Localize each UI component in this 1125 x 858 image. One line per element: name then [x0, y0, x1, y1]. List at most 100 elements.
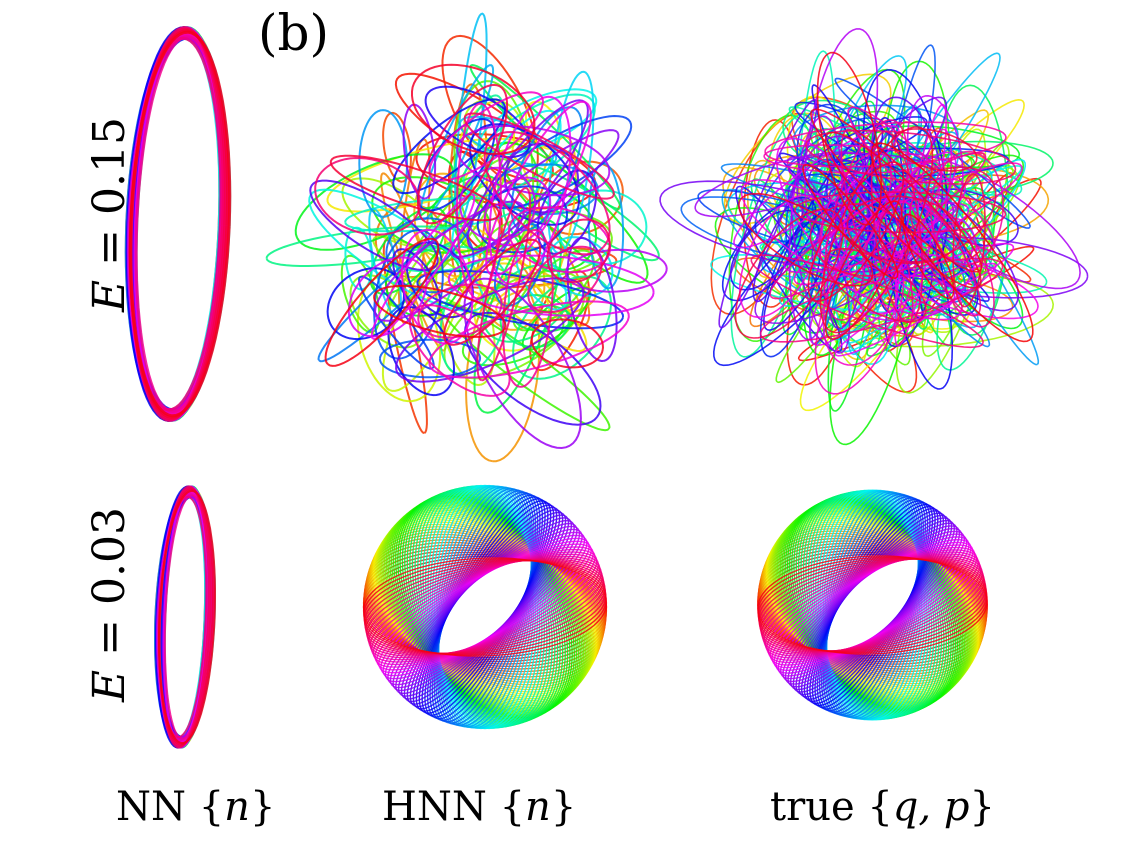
- orbit-curve: [463, 277, 582, 450]
- orbit-curve: [824, 247, 927, 323]
- orbit-curve: [324, 237, 440, 367]
- orbit-curve: [378, 540, 592, 674]
- orbit-curve: [370, 551, 600, 663]
- orbit-curve: [809, 503, 936, 707]
- orbit-curve: [930, 150, 1004, 266]
- orbit-curve: [403, 511, 567, 703]
- orbit-curve: [819, 126, 934, 334]
- orbit-curve: [443, 238, 542, 346]
- orbit-curve: [809, 203, 911, 277]
- orbit-curve: [340, 254, 381, 334]
- orbit-curve: [502, 228, 554, 388]
- orbit-curve: [456, 124, 611, 197]
- orbit-curve: [816, 498, 929, 712]
- orbit-curve: [392, 522, 578, 692]
- orbit-curve: [294, 153, 455, 251]
- orbit-curve: [329, 154, 501, 222]
- orbit-curve: [802, 164, 899, 280]
- orbit-curve: [512, 275, 612, 380]
- plot-hnn-e003: [362, 484, 608, 730]
- orbit-curve: [485, 100, 592, 277]
- panel-label: (b): [258, 4, 330, 62]
- orbit-curve: [450, 94, 505, 208]
- orbit-curve: [782, 527, 963, 683]
- orbit-curve: [372, 548, 598, 666]
- orbit-curve: [811, 501, 934, 709]
- orbit-curve: [771, 541, 974, 669]
- orbit-curve: [806, 505, 939, 705]
- orbit-curve: [738, 192, 874, 287]
- orbit-curve: [807, 161, 905, 302]
- orbit-curve: [391, 248, 442, 316]
- orbit-curve: [376, 543, 594, 671]
- orbit-curve: [909, 198, 982, 317]
- orbit-curve: [391, 245, 486, 273]
- orbit-curve: [426, 494, 544, 720]
- orbit-curve: [870, 142, 1034, 343]
- orbit-curve: [757, 555, 988, 655]
- plot-true-e003: [757, 489, 988, 721]
- col-label-suffix: }: [550, 784, 577, 830]
- orbit-curve: [158, 489, 216, 745]
- orbit-curve: [787, 522, 958, 688]
- col-label-var: n: [525, 784, 551, 830]
- orbit-curve: [773, 538, 972, 672]
- orbit-curve: [512, 303, 573, 333]
- orbit-curve: [395, 519, 575, 695]
- orbit-curve: [818, 497, 927, 713]
- orbit-curve: [476, 186, 532, 382]
- orbit-curve: [862, 69, 949, 277]
- orbit-curve: [378, 338, 482, 379]
- orbit-curve: [795, 514, 950, 696]
- orbit-curve: [759, 257, 1004, 343]
- orbit-curve: [784, 525, 961, 685]
- col-label-prefix: HNN {: [382, 784, 526, 830]
- orbit-curve: [790, 176, 851, 354]
- orbit-curve: [750, 254, 984, 349]
- orbit-curve: [814, 500, 931, 710]
- orbit-curve: [389, 525, 581, 689]
- orbit-curve: [397, 517, 573, 697]
- orbit-curve: [406, 509, 564, 705]
- orbit-curve: [893, 103, 947, 347]
- orbit-curve: [409, 506, 561, 708]
- orbit-curve: [344, 226, 374, 291]
- col-label-suffix: }: [249, 784, 276, 830]
- orbit-curve: [527, 245, 603, 314]
- col-label-prefix: true {: [770, 784, 893, 830]
- orbit-curve: [807, 158, 903, 229]
- orbit-curve: [384, 531, 586, 683]
- orbit-curve: [400, 228, 474, 345]
- orbit-curve: [374, 546, 596, 668]
- orbit-curve: [694, 151, 867, 218]
- plot-true-e015: [659, 28, 1089, 446]
- orbit-curve: [465, 276, 541, 463]
- orbit-curve: [536, 169, 597, 255]
- orbit-curve: [419, 64, 495, 221]
- orbit-curve: [769, 151, 987, 300]
- orbit-curve: [370, 193, 476, 341]
- orbit-curve: [417, 83, 509, 225]
- orbit-curve: [373, 284, 507, 338]
- orbit-curve: [412, 504, 558, 710]
- orbit-curve: [810, 108, 983, 273]
- orbit-curve: [265, 225, 463, 267]
- orbit-curve: [530, 318, 605, 369]
- orbit-curve: [528, 135, 577, 298]
- plot-hnn-e015: [265, 12, 668, 463]
- orbit-curve: [800, 510, 945, 700]
- col-label-suffix: }: [969, 784, 995, 830]
- orbit-curve: [387, 305, 456, 397]
- orbit-curve: [421, 498, 549, 716]
- orbit-curve: [803, 507, 942, 703]
- orbit-curve: [357, 275, 435, 370]
- orbit-curve: [373, 200, 526, 322]
- plot-nn-e015: [124, 26, 232, 422]
- orbit-curve: [789, 519, 956, 691]
- row-label-var: E: [84, 669, 135, 702]
- orbit-curve: [369, 553, 601, 661]
- orbit-curve: [488, 114, 633, 210]
- orbit-curve: [764, 121, 1007, 168]
- orbit-curve: [547, 70, 595, 254]
